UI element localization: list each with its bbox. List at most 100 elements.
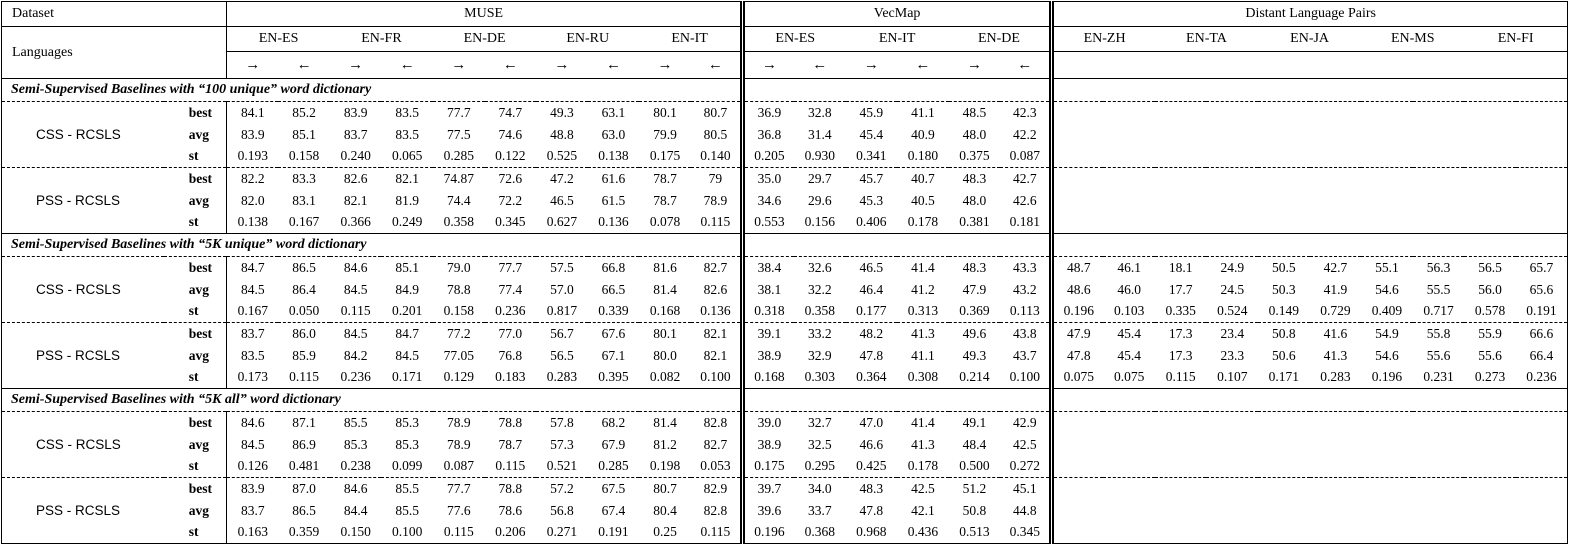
value-cell: 46.5: [859, 259, 884, 275]
value-cell: 49.6: [962, 325, 987, 341]
stat-label-st: st: [163, 366, 228, 389]
value-cell: 39.0: [739, 411, 794, 434]
value-cell: 0.231: [1412, 366, 1465, 389]
value-cell: 0.521: [536, 455, 588, 478]
value-cell: 66.8: [601, 259, 626, 275]
value-cell: 0.099: [381, 455, 434, 478]
value-cell: 83.7: [343, 126, 368, 142]
section-title: Semi-Supervised Baselines with “5K all” …: [1, 388, 743, 412]
value-cell: [1413, 434, 1465, 456]
value-cell: [1464, 145, 1516, 168]
value-cell: [1361, 500, 1413, 522]
value-cell: 54.6: [1375, 281, 1399, 297]
value-cell: [1155, 190, 1207, 212]
value-cell: 18.1: [1168, 259, 1193, 275]
value-cell: 46.4: [859, 281, 884, 297]
value-cell: 40.7: [911, 170, 935, 186]
section-empty-cell: [739, 233, 1052, 257]
value-cell: 0.150: [329, 521, 382, 544]
model-label: PSS - RCSLS: [1, 477, 164, 544]
value-cell: 41.9: [1323, 281, 1348, 297]
value-cell: [1049, 145, 1104, 168]
value-cell: 56.7: [550, 325, 574, 341]
value-cell: [1361, 102, 1413, 124]
value-cell: 0.191: [1515, 300, 1568, 323]
value-cell: 0.395: [587, 366, 640, 389]
pair-header-en-ta: EN-TA: [1154, 26, 1259, 52]
value-cell: 38.9: [739, 344, 794, 367]
arrow-forward-icon: →: [536, 51, 588, 79]
value-cell: 0.345: [1000, 521, 1052, 544]
value-cell: 0.341: [845, 145, 898, 168]
arrow-forward-icon: →: [226, 51, 279, 79]
value-cell: 0.236: [329, 366, 382, 389]
value-cell: 0.283: [1309, 366, 1362, 389]
value-cell: [1206, 521, 1259, 544]
value-cell: 0.345: [484, 211, 537, 234]
value-cell: [1516, 500, 1568, 522]
value-cell: 0.285: [587, 455, 640, 478]
value-cell: 0.525: [536, 145, 588, 168]
value-cell: 77.05: [443, 347, 474, 363]
value-cell: 56.3: [1426, 259, 1451, 275]
value-cell: 0.236: [1515, 366, 1568, 389]
model-label: PSS - RCSLS: [1, 322, 164, 389]
pair-header-en-ms: EN-MS: [1361, 26, 1465, 52]
group-header-distant: Distant Language Pairs: [1049, 1, 1568, 27]
value-cell: 50.8: [962, 502, 987, 518]
value-cell: [1413, 412, 1465, 434]
value-cell: 82.0: [240, 192, 265, 208]
value-cell: [1049, 433, 1104, 456]
value-cell: 49.3: [962, 347, 987, 363]
value-cell: 42.2: [1012, 126, 1037, 142]
value-cell: [1412, 521, 1465, 544]
value-cell: 0.193: [226, 145, 279, 168]
value-cell: [1361, 145, 1413, 168]
value-cell: 41.1: [911, 347, 935, 363]
value-cell: 0.191: [587, 521, 640, 544]
value-cell: [1258, 478, 1310, 500]
stat-label-avg: avg: [163, 499, 228, 522]
value-cell: 83.5: [240, 347, 265, 363]
value-cell: 84.5: [343, 281, 368, 297]
value-cell: 48.2: [859, 325, 884, 341]
value-cell: [1464, 412, 1516, 434]
value-cell: 77.5: [446, 126, 471, 142]
value-cell: 0.717: [1412, 300, 1465, 323]
value-cell: 84.5: [240, 436, 265, 452]
pair-header-en-fr: EN-FR: [329, 26, 434, 52]
value-cell: 77.6: [446, 502, 471, 518]
arrow-backward-icon: ←: [897, 51, 949, 79]
value-cell: 77.7: [446, 104, 471, 120]
value-cell: 55.6: [1426, 347, 1451, 363]
value-cell: 82.7: [703, 259, 728, 275]
value-cell: 80.1: [653, 104, 677, 120]
value-cell: 0.240: [329, 145, 382, 168]
value-cell: 86.4: [292, 281, 316, 297]
value-cell: 80.7: [703, 104, 728, 120]
value-cell: [1206, 412, 1258, 434]
value-cell: 82.1: [343, 192, 368, 208]
value-cell: 63.0: [601, 126, 626, 142]
value-cell: 77.7: [446, 480, 471, 496]
value-cell: 0.369: [948, 300, 1001, 323]
value-cell: 50.6: [1272, 347, 1296, 363]
value-cell: 29.7: [807, 170, 832, 186]
value-cell: 42.7: [1012, 170, 1037, 186]
value-cell: 39.7: [739, 477, 794, 500]
value-cell: 42.3: [1012, 104, 1037, 120]
value-cell: 0.087: [1000, 145, 1052, 168]
value-cell: 0.196: [739, 521, 794, 544]
value-cell: 84.6: [343, 259, 368, 275]
value-cell: 0.158: [433, 300, 485, 323]
value-cell: [1413, 190, 1465, 212]
value-cell: 47.2: [550, 170, 574, 186]
value-cell: [1464, 521, 1516, 544]
value-cell: 48.3: [962, 259, 987, 275]
arrow-backward-icon: ←: [793, 51, 846, 79]
value-cell: 0.115: [484, 455, 537, 478]
value-cell: 67.9: [601, 436, 626, 452]
value-cell: [1049, 499, 1104, 522]
value-cell: 0.168: [739, 366, 794, 389]
value-cell: [1361, 211, 1413, 234]
